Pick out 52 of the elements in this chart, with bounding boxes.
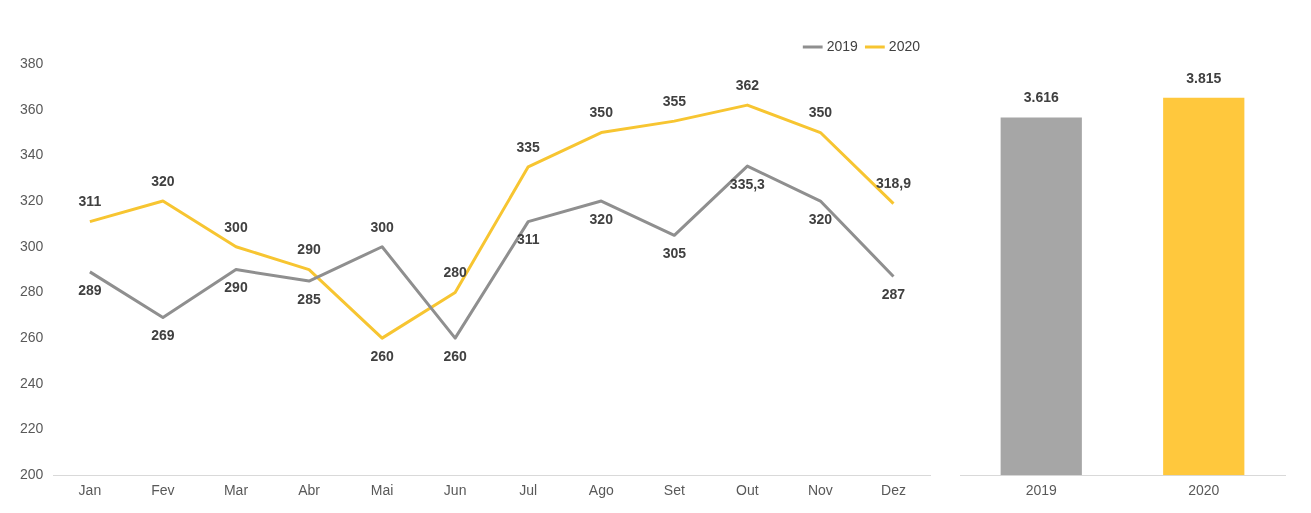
x-tick-label: Ago <box>588 482 614 499</box>
data-label: 300 <box>224 218 248 235</box>
data-label: 318,9 <box>875 175 912 192</box>
data-label: 285 <box>297 290 321 307</box>
legend-label: 2019 <box>826 37 859 54</box>
x-tick-label: Out <box>736 482 759 499</box>
x-tick-label: 2020 <box>1188 482 1220 499</box>
data-label: 290 <box>224 279 248 296</box>
x-tick-label: Set <box>663 482 685 499</box>
x-tick-label: Mai <box>370 482 394 499</box>
x-tick-label: Abr <box>298 482 321 499</box>
data-label: 290 <box>297 241 321 258</box>
x-tick-label: Nov <box>807 482 833 499</box>
y-tick-label: 320 <box>20 191 44 208</box>
y-tick-label: 380 <box>20 54 44 71</box>
x-tick-label: Jul <box>519 482 538 499</box>
y-tick-label: 300 <box>20 237 44 254</box>
data-label: 3.815 <box>1186 69 1222 86</box>
data-label: 260 <box>443 347 468 364</box>
y-tick-label: 200 <box>20 466 44 483</box>
data-label: 335,3 <box>729 175 766 192</box>
data-label: 311 <box>78 193 102 210</box>
data-label: 350 <box>808 104 833 121</box>
x-tick-label: Jan <box>78 482 102 499</box>
x-tick-label: Dez <box>881 482 906 499</box>
x-tick-label: 2019 <box>1025 482 1058 499</box>
data-label: 305 <box>662 245 687 262</box>
data-label: 287 <box>881 286 906 303</box>
data-label: 355 <box>662 92 687 109</box>
data-label: 260 <box>370 347 394 364</box>
y-tick-label: 280 <box>20 283 44 300</box>
data-label: 320 <box>589 210 614 227</box>
data-label: 269 <box>151 327 175 344</box>
x-tick-label: Fev <box>151 482 175 499</box>
data-label: 289 <box>78 281 102 298</box>
x-tick-label: Mar <box>223 482 249 499</box>
data-label: 320 <box>151 172 175 189</box>
y-tick-label: 260 <box>20 328 44 345</box>
y-tick-label: 340 <box>20 146 44 163</box>
data-label: 280 <box>443 264 468 281</box>
data-label: 350 <box>589 104 614 121</box>
data-label: 335 <box>516 138 541 155</box>
data-label: 311 <box>516 231 540 248</box>
y-tick-label: 360 <box>20 100 44 117</box>
data-label: 362 <box>735 76 760 93</box>
data-label: 3.616 <box>1023 89 1059 106</box>
x-tick-label: Jun <box>443 482 467 499</box>
legend-label: 2020 <box>888 37 921 54</box>
data-label: 300 <box>370 218 394 235</box>
y-tick-label: 220 <box>20 420 44 437</box>
y-tick-label: 240 <box>20 374 44 391</box>
data-label: 320 <box>808 210 833 227</box>
